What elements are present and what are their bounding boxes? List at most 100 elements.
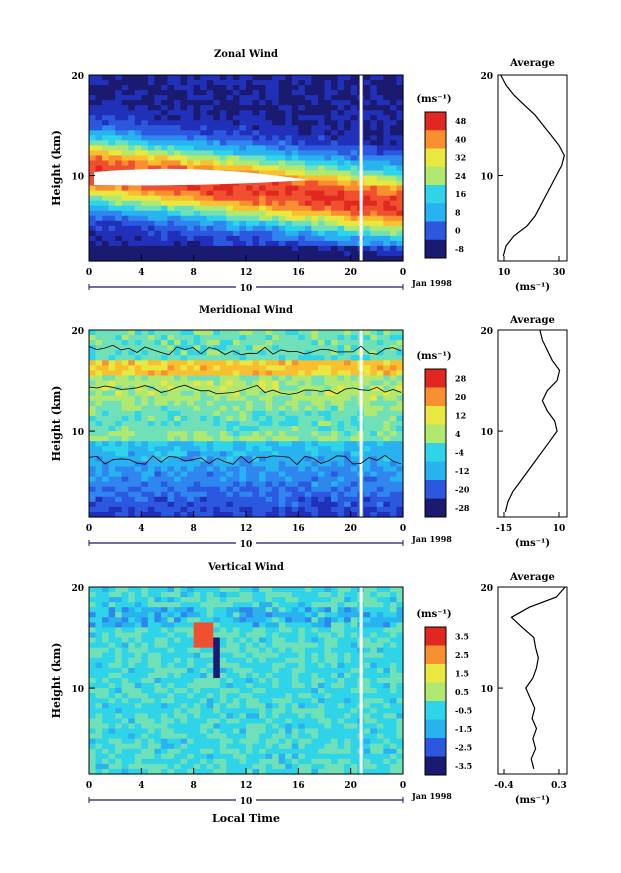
heatmap-cell [187, 185, 195, 192]
heatmap-cell [304, 150, 313, 157]
heatmap-cell [396, 190, 404, 197]
heatmap-cell [304, 451, 313, 457]
heatmap-cell [265, 90, 273, 96]
chart-title: Meridional Wind [199, 305, 293, 316]
heatmap-cell [213, 130, 221, 136]
heatmap-cell [108, 642, 116, 649]
heatmap-cell [95, 105, 103, 111]
heatmap-cell [304, 461, 313, 468]
heatmap-cell [121, 220, 129, 227]
heatmap-cell [239, 733, 247, 740]
heatmap-cell [187, 100, 195, 106]
heatmap-cell [102, 365, 110, 372]
heatmap-cell [226, 587, 234, 593]
heatmap-cell [396, 481, 404, 488]
heatmap-cell [89, 140, 97, 146]
heatmap-cell [147, 768, 156, 775]
heatmap-cell [259, 506, 267, 513]
heatmap-cell [226, 718, 234, 725]
heatmap-cell [265, 180, 273, 187]
heatmap-cell [134, 738, 142, 745]
heatmap-cell [121, 105, 129, 111]
heatmap-cell [134, 245, 142, 252]
heatmap-cell [337, 180, 345, 187]
heatmap-cell [200, 75, 208, 81]
heatmap-cell [102, 642, 110, 649]
heatmap-cell [141, 713, 149, 719]
heatmap-cell [259, 225, 267, 232]
heatmap-cell [304, 180, 313, 187]
heatmap-cell [252, 415, 260, 422]
heatmap-cell [317, 688, 326, 694]
heatmap-cell [278, 592, 286, 598]
heatmap-cell [121, 200, 129, 207]
heatmap-cell [147, 160, 156, 167]
heatmap-cell [272, 662, 280, 669]
heatmap-cell [115, 135, 123, 141]
heatmap-cell [376, 255, 384, 262]
heatmap-cell [389, 471, 398, 478]
heatmap-cell [115, 250, 123, 257]
heatmap-cell [363, 95, 371, 101]
heatmap-cell [252, 180, 260, 187]
heatmap-cell [232, 768, 241, 775]
heatmap-cell [95, 718, 103, 725]
heatmap-cell [167, 758, 175, 765]
heatmap-cell [324, 340, 332, 346]
heatmap-cell [363, 360, 371, 366]
heatmap-cell [108, 426, 116, 432]
heatmap-cell [278, 370, 286, 377]
heatmap-cell [311, 205, 319, 212]
heatmap-cell [311, 235, 319, 242]
heatmap-cell [102, 612, 110, 618]
heatmap-cell [383, 486, 391, 493]
heatmap-cell [108, 481, 116, 488]
heatmap-cell [141, 210, 149, 217]
heatmap-cell [154, 340, 162, 346]
heatmap-cell [213, 431, 221, 437]
heatmap-cell [246, 395, 254, 402]
heatmap-cell [396, 100, 404, 106]
heatmap-cell [167, 637, 175, 644]
heatmap-cell [95, 190, 103, 197]
heatmap-cell [291, 245, 299, 252]
heatmap-cell [265, 85, 273, 91]
heatmap-cell [180, 693, 188, 699]
heatmap-cell [311, 662, 319, 669]
heatmap-cell [304, 496, 313, 503]
heatmap-cell [187, 456, 195, 462]
heatmap-cell [134, 385, 142, 392]
heatmap-cell [174, 592, 182, 598]
heatmap-cell [147, 637, 156, 644]
heatmap-cell [344, 210, 352, 217]
heatmap-cell [206, 85, 214, 91]
heatmap-cell [298, 703, 306, 709]
heatmap-cell [95, 592, 103, 598]
heatmap-cell [317, 375, 326, 382]
heatmap-cell [193, 713, 201, 719]
heatmap-cell [232, 748, 241, 755]
heatmap-cell [337, 215, 345, 222]
heatmap-cell [363, 506, 371, 513]
heatmap-cell [246, 195, 254, 202]
heatmap-cell [291, 90, 299, 96]
heatmap-cell [213, 632, 221, 639]
heatmap-cell [350, 80, 358, 86]
heatmap-cell [344, 200, 352, 207]
heatmap-cell [337, 471, 345, 478]
heatmap-cell [206, 205, 214, 212]
heatmap-cell [265, 672, 273, 679]
heatmap-cell [278, 165, 286, 172]
heatmap-cell [180, 703, 188, 709]
heatmap-cell [180, 415, 188, 422]
heatmap-cell [187, 80, 195, 86]
heatmap-cell [206, 698, 214, 704]
heatmap-cell [226, 683, 234, 689]
heatmap-cell [324, 230, 332, 237]
heatmap-cell [376, 135, 384, 141]
heatmap-cell [128, 446, 136, 452]
heatmap-cell [141, 375, 149, 382]
x-tick-label: 12 [240, 524, 253, 534]
heatmap-cell [272, 738, 280, 745]
heatmap-cell [180, 370, 188, 377]
